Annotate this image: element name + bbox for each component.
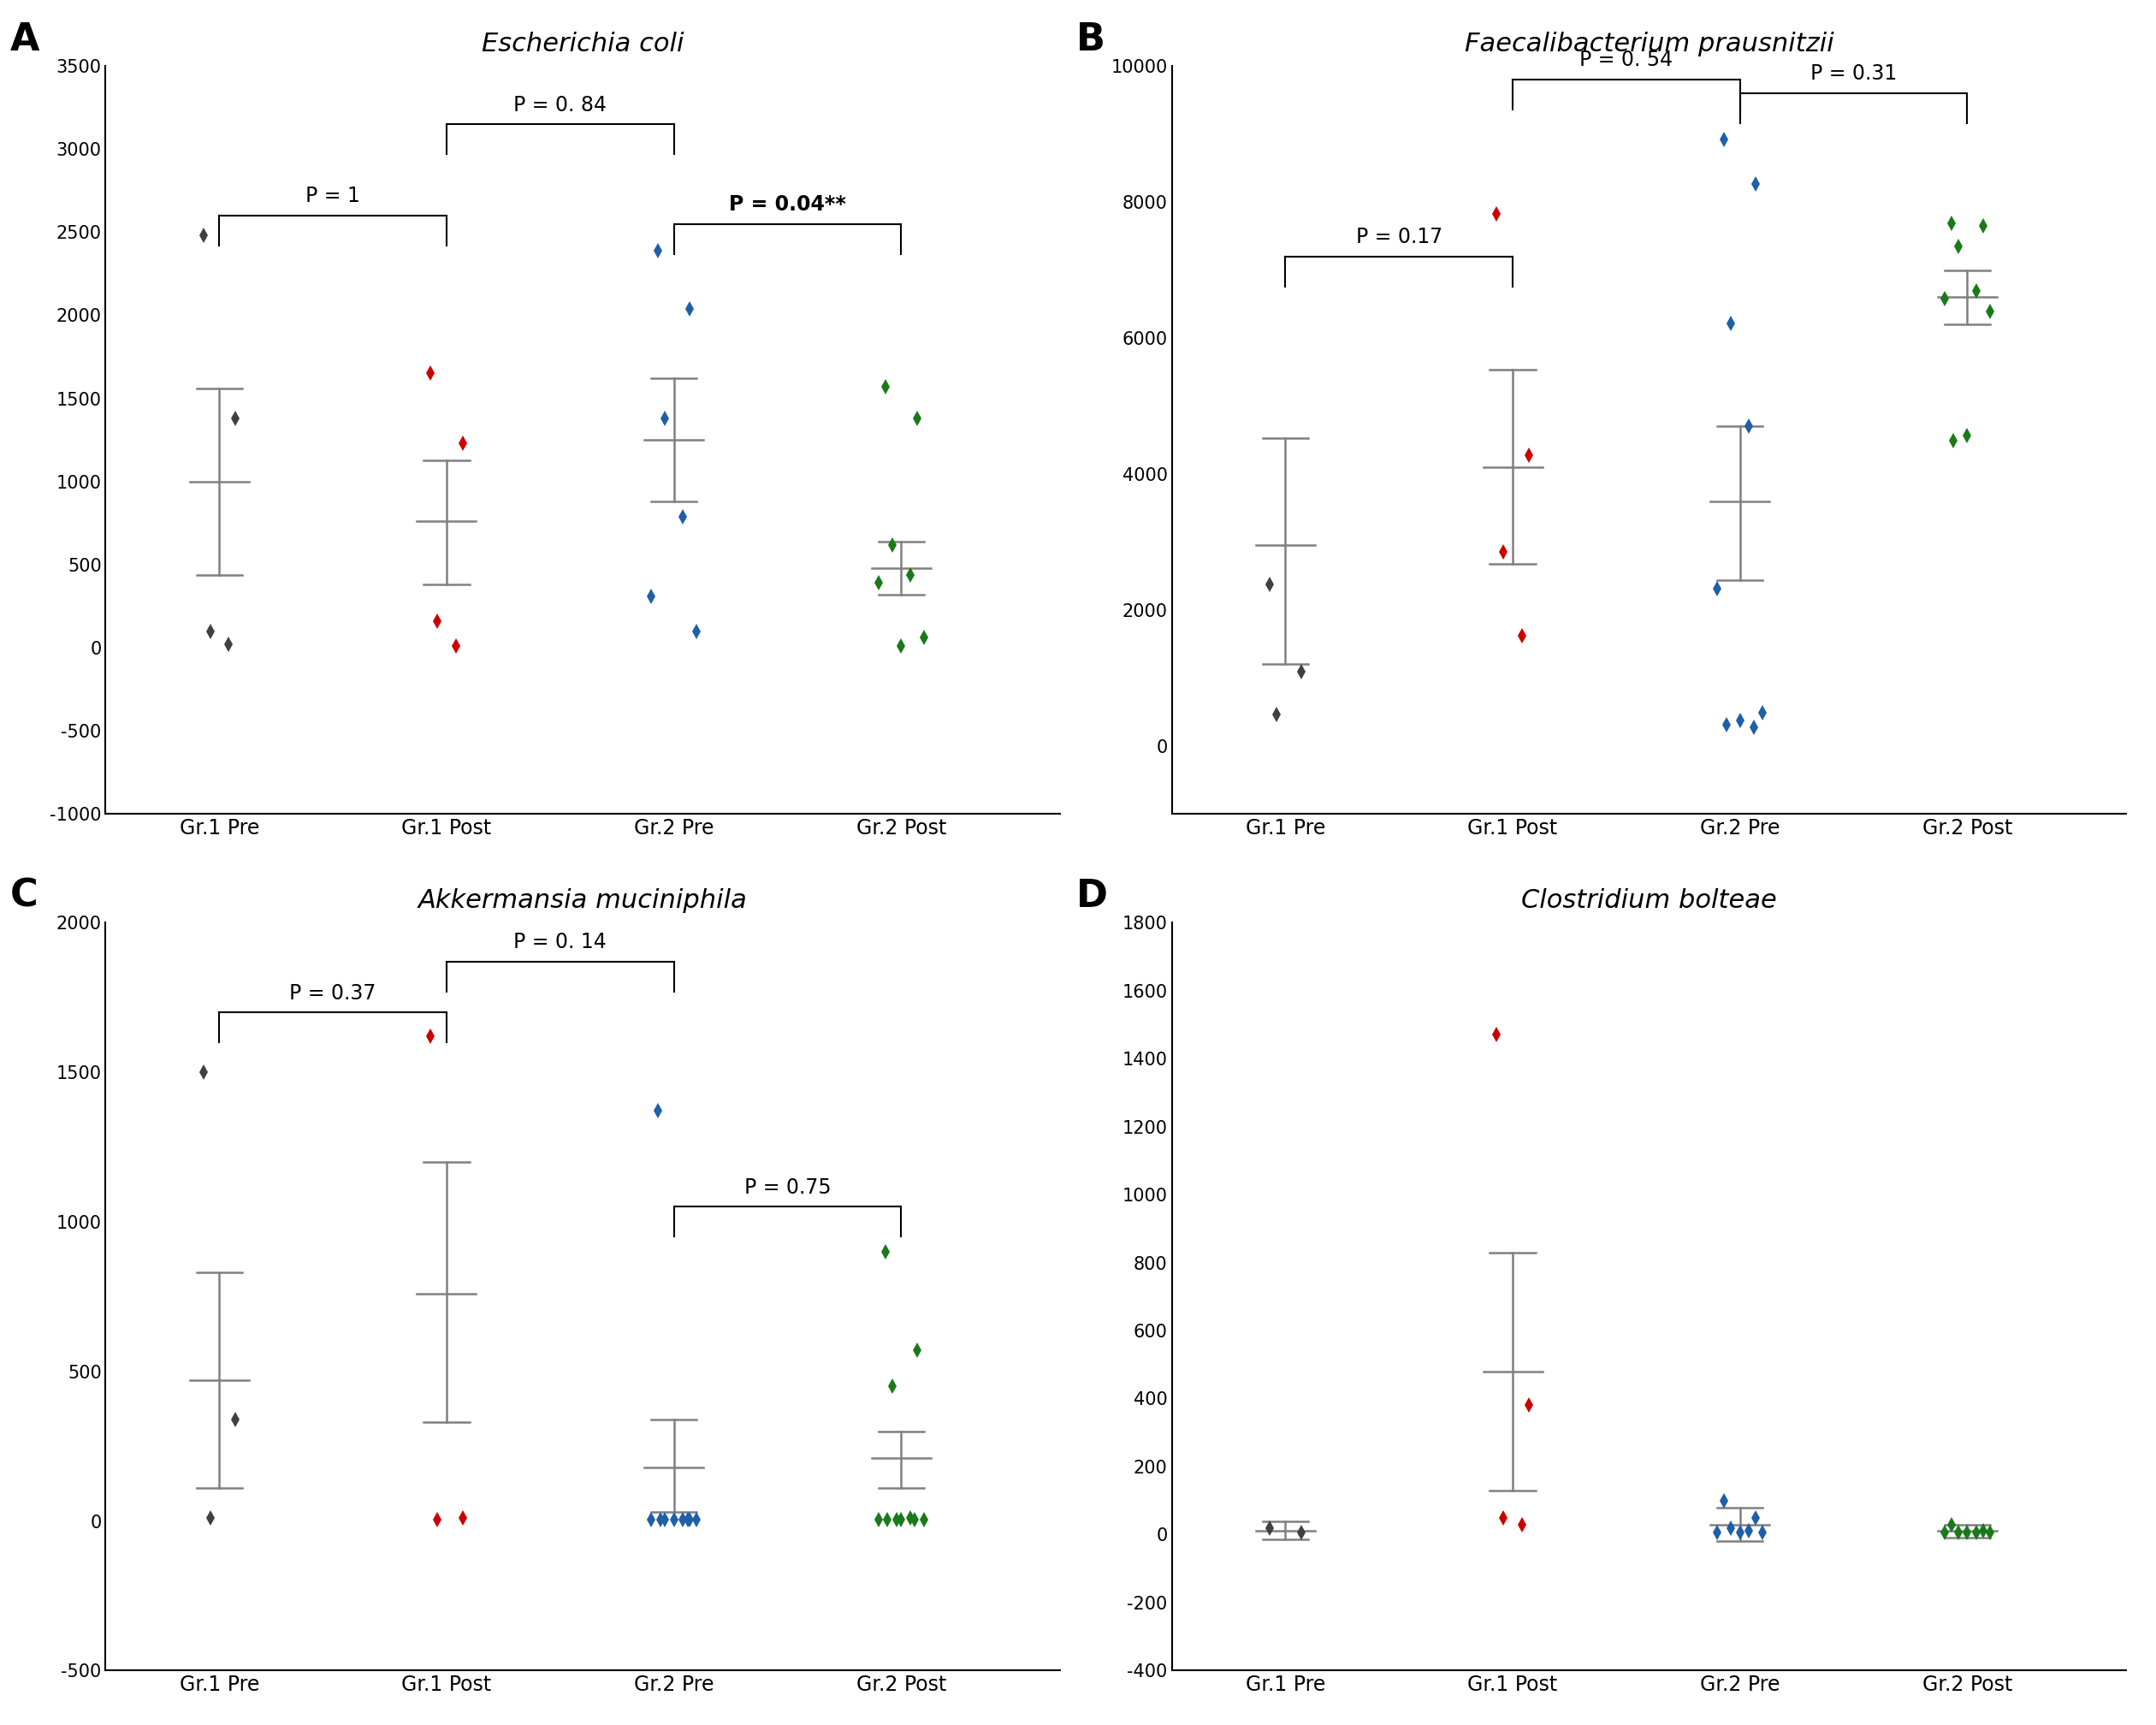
Text: P = 0.17: P = 0.17 <box>1356 228 1442 247</box>
Text: P = 0.75: P = 0.75 <box>744 1176 830 1197</box>
Text: P = 0. 54: P = 0. 54 <box>1580 50 1673 71</box>
Text: P = 0.31: P = 0.31 <box>1811 64 1897 85</box>
Text: A: A <box>11 21 39 59</box>
Title: Clostridium bolteae: Clostridium bolteae <box>1522 888 1777 913</box>
Text: C: C <box>11 878 39 914</box>
Title: Escherichia coli: Escherichia coli <box>481 33 683 57</box>
Text: P = 0.04**: P = 0.04** <box>729 195 845 216</box>
Text: P = 0.37: P = 0.37 <box>289 983 377 1004</box>
Text: P = 0. 14: P = 0. 14 <box>513 932 606 952</box>
Text: P = 0. 84: P = 0. 84 <box>513 95 606 116</box>
Title: Faecalibacterium prausnitzii: Faecalibacterium prausnitzii <box>1464 33 1835 57</box>
Text: B: B <box>1076 21 1106 59</box>
Text: P = 1: P = 1 <box>306 186 360 207</box>
Text: D: D <box>1076 878 1108 914</box>
Title: Akkermansia muciniphila: Akkermansia muciniphila <box>418 888 748 913</box>
